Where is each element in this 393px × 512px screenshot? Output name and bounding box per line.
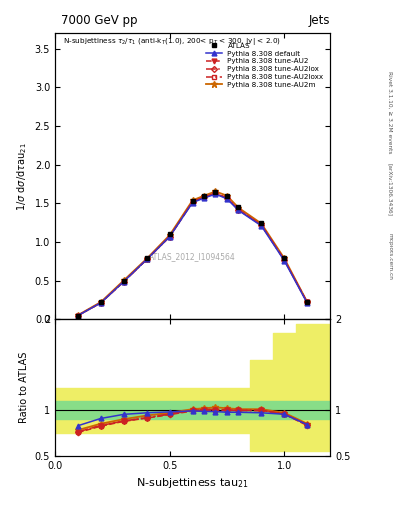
Text: 7000 GeV pp: 7000 GeV pp (61, 14, 138, 27)
Text: mcplots.cern.ch: mcplots.cern.ch (387, 232, 392, 280)
Text: ATLAS_2012_I1094564: ATLAS_2012_I1094564 (149, 252, 236, 261)
Y-axis label: 1/$\sigma$ d$\sigma$/d$\tau$au$_{21}$: 1/$\sigma$ d$\sigma$/d$\tau$au$_{21}$ (15, 142, 29, 211)
Text: [arXiv:1306.3436]: [arXiv:1306.3436] (387, 163, 392, 216)
Legend: ATLAS, Pythia 8.308 default, Pythia 8.308 tune-AU2, Pythia 8.308 tune-AU2lox, Py: ATLAS, Pythia 8.308 default, Pythia 8.30… (203, 40, 327, 91)
Text: Jets: Jets (309, 14, 330, 27)
Text: Rivet 3.1.10, ≥ 3.2M events: Rivet 3.1.10, ≥ 3.2M events (387, 71, 392, 154)
Y-axis label: Ratio to ATLAS: Ratio to ATLAS (19, 352, 29, 423)
Text: N-subjettiness $\tau_2/\tau_1$ (anti-k$_T$(1.0), 200< p$_T$ < 300, |y| < 2.0): N-subjettiness $\tau_2/\tau_1$ (anti-k$_… (63, 36, 281, 47)
X-axis label: N-subjettiness tau$_{21}$: N-subjettiness tau$_{21}$ (136, 476, 249, 490)
